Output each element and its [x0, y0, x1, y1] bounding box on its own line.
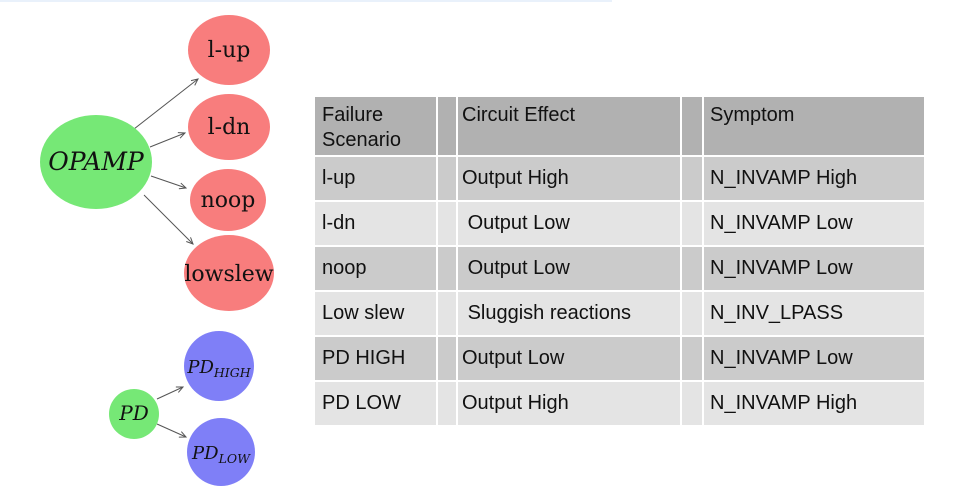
node-pd-low: PDLOW — [187, 418, 255, 486]
table-header-gap-2 — [682, 97, 702, 155]
lowslew-node-label: lowslew — [184, 262, 273, 287]
node-pd-high: PDHIGH — [184, 331, 254, 401]
opamp-node-label: OPAMP — [48, 147, 145, 176]
table-cell-symptom: N_INVAMP Low — [704, 202, 924, 245]
pd-high-circle — [184, 331, 254, 401]
table-gap-cell — [682, 202, 702, 245]
table-cell-effect: Output Low — [458, 337, 680, 380]
table-cell-symptom: N_INVAMP High — [704, 157, 924, 200]
table-gap-cell — [682, 157, 702, 200]
table-cell-effect: Output High — [458, 382, 680, 425]
table-gap-cell — [682, 337, 702, 380]
opamp-ellipse — [40, 115, 152, 209]
l-up-ellipse — [188, 15, 270, 85]
table-cell-scenario: PD LOW — [315, 382, 436, 425]
l-dn-node-label: l-dn — [208, 115, 251, 140]
node-lowslew: lowslew — [184, 235, 274, 311]
pd-high-base-label: PD — [186, 357, 214, 378]
table-cell-symptom: N_INVAMP Low — [704, 247, 924, 290]
table-gap-cell — [438, 292, 456, 335]
table-gap-cell — [438, 202, 456, 245]
table-cell-scenario: Low slew — [315, 292, 436, 335]
edge-pd-pdlow — [156, 423, 188, 438]
table-header-failure-scenario: Failure Scenario — [315, 97, 436, 155]
top-accent-line — [0, 0, 612, 2]
table-header-gap-1 — [438, 97, 456, 155]
edge-opamp-noop — [150, 175, 188, 190]
diagram-edges — [133, 78, 199, 438]
table-cell-symptom: N_INV_LPASS — [704, 292, 924, 335]
table-cell-scenario: l-up — [315, 157, 436, 200]
table-cell-symptom: N_INVAMP High — [704, 382, 924, 425]
pd-low-circle — [187, 418, 255, 486]
pd-circle — [109, 389, 159, 439]
table-gap-cell — [438, 247, 456, 290]
edge-opamp-lowslew — [143, 194, 194, 245]
node-l-up: l-up — [188, 15, 270, 85]
failure-tree-diagram: OPAMP l-up l-dn noop lowslew PD PDHIGH — [40, 15, 274, 486]
table-gap-cell — [438, 157, 456, 200]
noop-ellipse — [190, 169, 266, 231]
edge-opamp-ldn — [149, 132, 187, 148]
table-gap-cell — [438, 382, 456, 425]
failure-scenario-table: Failure Scenario Circuit Effect Symptom … — [315, 97, 924, 425]
noop-node-label: noop — [201, 188, 256, 213]
pd-low-sub-label: LOW — [218, 451, 252, 466]
table-cell-effect: Output High — [458, 157, 680, 200]
table-header-symptom: Symptom — [704, 97, 924, 155]
pd-low-node-label: PDLOW — [191, 443, 251, 466]
table-cell-scenario: l-dn — [315, 202, 436, 245]
table-cell-scenario: PD HIGH — [315, 337, 436, 380]
edge-pd-pdhigh — [156, 386, 185, 400]
table-gap-cell — [682, 382, 702, 425]
l-dn-ellipse — [188, 94, 270, 160]
table-cell-scenario: noop — [315, 247, 436, 290]
table-gap-cell — [682, 247, 702, 290]
edge-opamp-lup — [133, 78, 199, 130]
table-gap-cell — [438, 337, 456, 380]
node-l-dn: l-dn — [188, 94, 270, 160]
l-up-node-label: l-up — [208, 38, 251, 63]
table-cell-symptom: N_INVAMP Low — [704, 337, 924, 380]
pd-high-node-label: PDHIGH — [186, 357, 251, 380]
pd-low-base-label: PD — [191, 443, 219, 464]
table-cell-effect: Output Low — [458, 247, 680, 290]
table-gap-cell — [682, 292, 702, 335]
pd-node-label: PD — [118, 401, 149, 425]
table-header-circuit-effect: Circuit Effect — [458, 97, 680, 155]
lowslew-ellipse — [184, 235, 274, 311]
table-cell-effect: Output Low — [458, 202, 680, 245]
node-pd: PD — [109, 389, 159, 439]
node-opamp: OPAMP — [40, 115, 152, 209]
table-cell-effect: Sluggish reactions — [458, 292, 680, 335]
node-noop: noop — [190, 169, 266, 231]
pd-high-sub-label: HIGH — [213, 365, 252, 380]
